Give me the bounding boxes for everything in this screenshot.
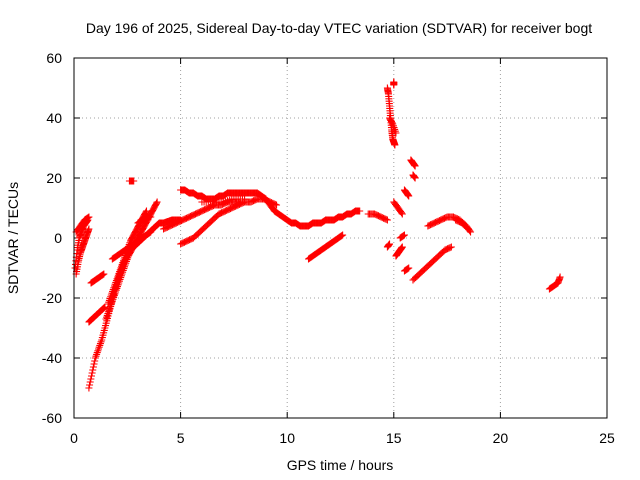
data-point xyxy=(146,229,154,237)
data-point xyxy=(142,207,150,215)
data-point xyxy=(400,231,408,239)
data-point xyxy=(398,210,406,218)
y-tick-label: -60 xyxy=(42,410,62,426)
data-point xyxy=(383,216,391,224)
data-point xyxy=(405,264,413,272)
data-point xyxy=(411,162,419,170)
chart-title: Day 196 of 2025, Sidereal Day-to-day VTE… xyxy=(86,20,592,36)
data-points xyxy=(71,78,564,392)
data-point xyxy=(85,225,93,233)
data-point xyxy=(382,215,390,223)
data-point xyxy=(86,381,94,389)
data-point xyxy=(463,224,471,232)
x-tick-label: 25 xyxy=(599,430,615,446)
data-point xyxy=(388,119,396,127)
data-point xyxy=(556,273,564,281)
y-tick-labels: -60 -40 -20 0 20 40 60 xyxy=(42,50,62,426)
y-tick-label: 0 xyxy=(54,230,62,246)
data-point xyxy=(337,232,345,240)
y-tick-label: 60 xyxy=(46,50,62,66)
data-point xyxy=(83,214,91,222)
y-axis-label: SDTVAR / TECUs xyxy=(5,182,21,294)
data-point xyxy=(273,201,281,209)
data-point xyxy=(241,195,249,203)
data-point xyxy=(100,304,108,312)
y-tick-label: 40 xyxy=(46,110,62,126)
data-point xyxy=(397,209,405,217)
x-tick-label: 10 xyxy=(279,430,295,446)
y-tick-label: -20 xyxy=(42,290,62,306)
data-point xyxy=(86,378,94,386)
data-point xyxy=(338,232,346,240)
data-point xyxy=(87,375,95,383)
data-point xyxy=(403,265,411,273)
data-point xyxy=(271,200,279,208)
data-point xyxy=(84,214,92,222)
data-point xyxy=(85,384,93,392)
data-point xyxy=(392,129,400,137)
x-tick-label: 15 xyxy=(386,430,402,446)
data-point xyxy=(100,304,108,312)
plot-frame xyxy=(73,57,608,419)
data-point xyxy=(85,213,93,221)
data-point xyxy=(399,232,407,240)
data-point xyxy=(89,363,97,371)
data-point xyxy=(398,243,406,251)
data-point xyxy=(464,225,472,233)
data-point xyxy=(405,192,413,200)
data-point xyxy=(100,270,108,278)
data-point xyxy=(87,372,95,380)
y-tick-label: -40 xyxy=(42,350,62,366)
data-point xyxy=(145,229,153,237)
data-point xyxy=(446,244,454,252)
data-point xyxy=(147,228,155,236)
data-point xyxy=(153,199,161,207)
data-point xyxy=(356,207,364,215)
data-point xyxy=(130,177,138,185)
data-point xyxy=(99,271,107,279)
data-point xyxy=(447,243,455,251)
data-point xyxy=(391,141,399,149)
data-point xyxy=(91,357,99,365)
x-tick-label: 20 xyxy=(493,430,509,446)
data-point xyxy=(88,369,96,377)
x-tick-label: 5 xyxy=(177,430,185,446)
y-tick-label: 20 xyxy=(46,170,62,186)
x-tick-label: 0 xyxy=(70,430,78,446)
data-point xyxy=(404,265,412,273)
data-point xyxy=(153,198,161,206)
data-point xyxy=(339,231,347,239)
x-axis-label: GPS time / hours xyxy=(287,457,394,473)
x-tick-labels: 0 5 10 15 20 25 xyxy=(70,430,615,446)
data-point xyxy=(390,81,398,89)
data-point xyxy=(411,174,419,182)
data-point xyxy=(400,232,408,240)
data-point xyxy=(147,213,155,221)
data-point xyxy=(386,240,394,248)
data-point xyxy=(90,360,98,368)
data-point xyxy=(101,303,109,311)
data-point xyxy=(98,271,106,279)
data-point xyxy=(89,366,97,374)
